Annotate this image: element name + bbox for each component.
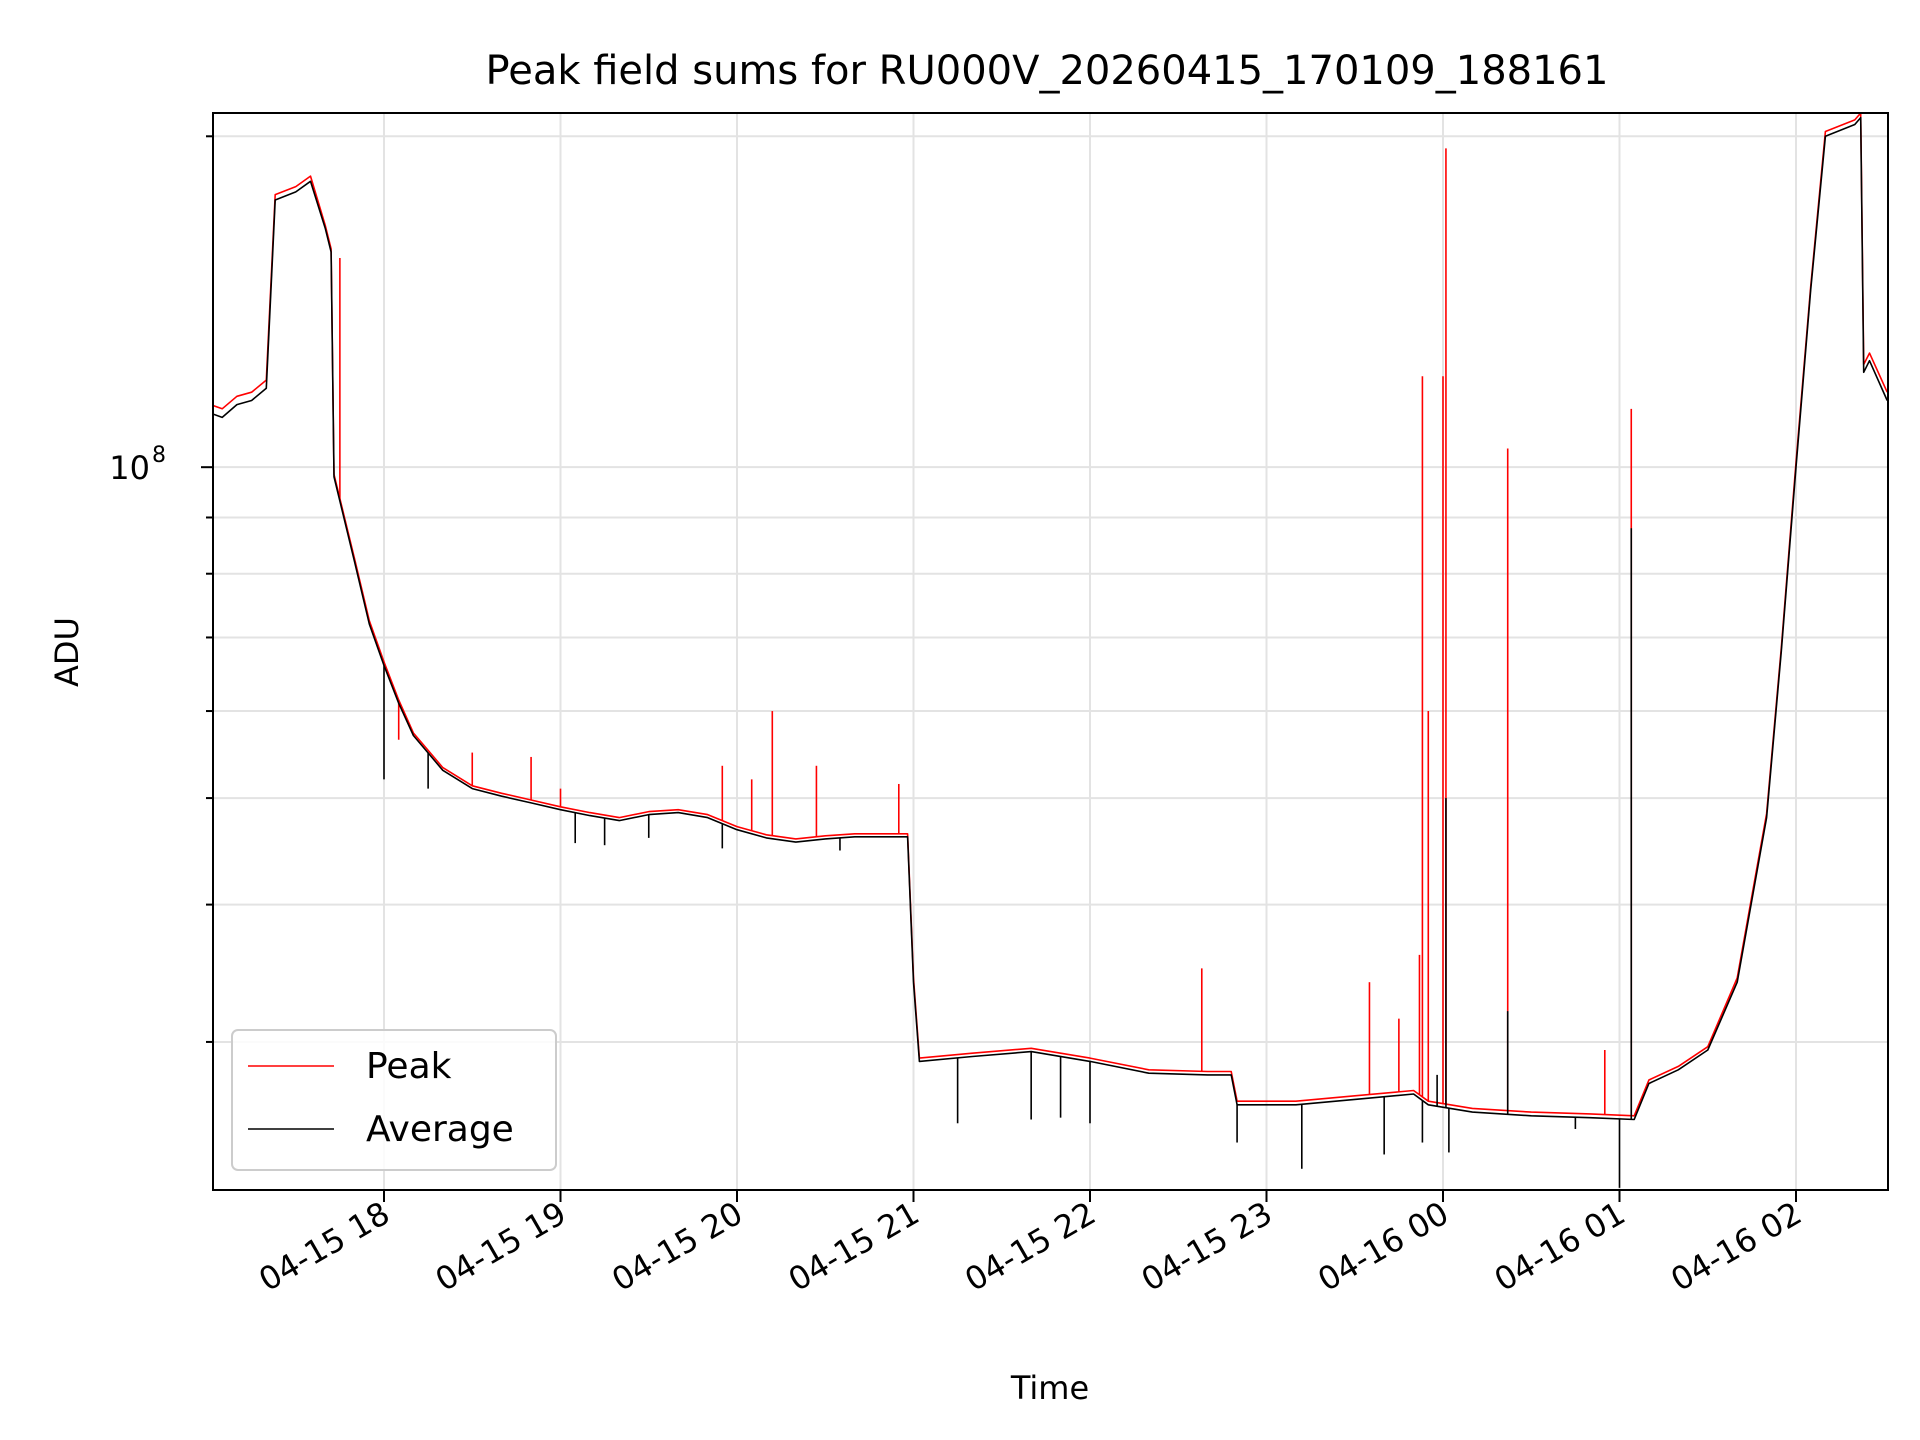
y-axis-label: ADU (48, 617, 86, 687)
x-axis: 04-15 18 04-15 19 04-15 20 04-15 21 04-15 22… (252, 1190, 1808, 1299)
legend-average-label: Average (366, 1109, 514, 1150)
legend-peak-label: Peak (366, 1046, 452, 1087)
x-tick-label: 04-15 22 (958, 1194, 1102, 1299)
x-tick-label: 04-15 18 (252, 1194, 396, 1299)
peak-series-line (213, 113, 1888, 1117)
legend: Peak Average (231, 1029, 557, 1171)
series-layer (213, 113, 1888, 1188)
chart-title: Peak field sums for RU000V_20260415_1701… (486, 48, 1609, 94)
x-tick-label: 04-16 01 (1488, 1194, 1632, 1299)
y-tick-label-base: 10 (109, 449, 150, 487)
plot-frame (212, 112, 1889, 1191)
average-series-line (213, 116, 1888, 1121)
x-tick-label: 04-15 19 (429, 1194, 573, 1299)
legend-box (231, 1029, 557, 1171)
grid (213, 113, 1888, 1190)
x-tick-label: 04-16 00 (1311, 1194, 1455, 1299)
x-tick-label: 04-15 20 (605, 1194, 749, 1299)
x-tick-label: 04-16 02 (1664, 1194, 1808, 1299)
y-axis: 10 8 (109, 135, 213, 1043)
x-axis-label: Time (1010, 1369, 1089, 1407)
x-tick-label: 04-15 21 (782, 1194, 926, 1299)
y-tick-label-exponent: 8 (152, 443, 166, 468)
x-tick-label: 04-15 23 (1135, 1194, 1279, 1299)
